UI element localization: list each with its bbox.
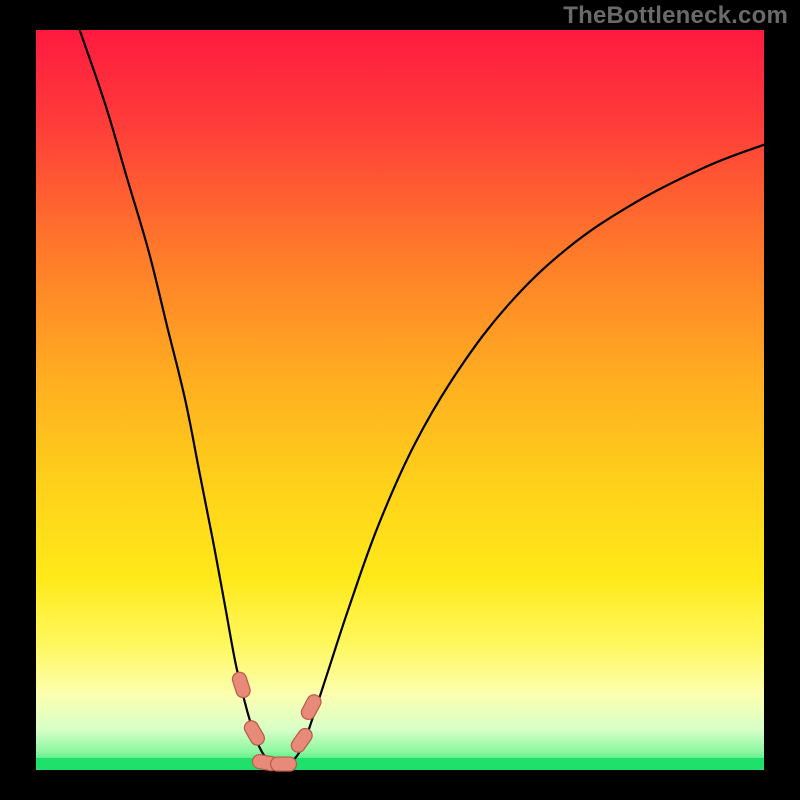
gradient-background (36, 30, 764, 770)
green-baseline-strip (36, 758, 764, 770)
bottleneck-chart (0, 0, 800, 800)
watermark-text: TheBottleneck.com (563, 2, 788, 30)
chart-stage: TheBottleneck.com (0, 0, 800, 800)
marker-capsule (271, 757, 297, 771)
